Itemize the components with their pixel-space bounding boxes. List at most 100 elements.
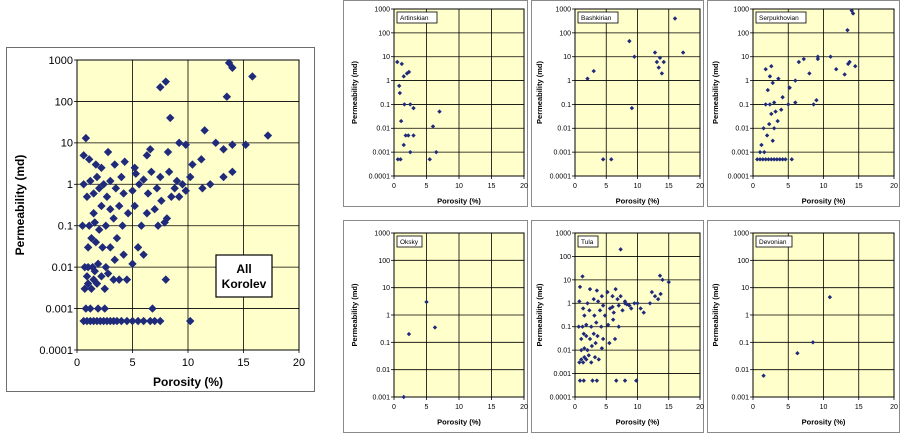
y-tick-label: 0.1 [380, 340, 390, 347]
data-point [760, 157, 766, 162]
data-point [587, 336, 593, 342]
data-point [576, 324, 581, 329]
data-point [577, 284, 583, 290]
x-tick-label: 5 [786, 404, 790, 411]
data-point [773, 109, 778, 114]
x-tick-label: 0 [573, 183, 577, 190]
data-point [397, 90, 403, 96]
data-point [101, 221, 111, 230]
data-point [776, 76, 781, 81]
annotation-box [577, 11, 619, 24]
data-point [655, 296, 661, 302]
x-axis-label: Porosity (%) [616, 418, 660, 427]
y-tick-label: 100 [378, 30, 390, 37]
data-point [133, 316, 143, 326]
data-point [680, 50, 686, 55]
x-tick-label: 15 [855, 404, 863, 411]
data-point [241, 140, 250, 149]
data-point [395, 59, 400, 65]
data-point [585, 301, 590, 306]
data-point [761, 373, 766, 378]
data-point [91, 160, 101, 169]
data-point [161, 275, 170, 284]
y-tick-label: 100 [55, 96, 73, 108]
data-point [652, 294, 658, 299]
data-point [174, 192, 184, 201]
data-point [263, 131, 273, 140]
data-point [114, 201, 124, 211]
x-tick-label: 0 [751, 183, 755, 190]
data-point [82, 272, 92, 281]
y-tick-label: 0.01 [52, 262, 73, 274]
data-point [181, 140, 190, 149]
annotation-box [755, 235, 793, 248]
data-point [661, 59, 666, 65]
data-point [86, 304, 95, 313]
y-tick-label: 0.01 [557, 348, 571, 355]
data-point [406, 69, 412, 75]
data-point [112, 233, 122, 243]
data-point [153, 221, 163, 230]
data-point [117, 172, 126, 182]
data-point [219, 172, 228, 182]
data-point [411, 133, 416, 138]
data-point [599, 324, 604, 329]
data-point [589, 343, 595, 349]
data-point [406, 331, 412, 337]
data-point [156, 172, 165, 182]
data-point [122, 316, 132, 326]
data-point [152, 184, 162, 193]
data-point [166, 113, 175, 123]
data-point [162, 214, 172, 223]
y-tick-label: 0.001 [731, 394, 749, 401]
y-tick-label: 100 [737, 30, 749, 37]
data-point [78, 221, 87, 230]
data-point [654, 59, 660, 65]
y-tick-label: 1000 [49, 55, 73, 67]
data-point [408, 149, 413, 155]
data-point [197, 155, 206, 164]
data-point [589, 360, 594, 365]
y-axis-label: Permeability (md) [711, 61, 720, 124]
data-point [85, 155, 94, 164]
data-point [103, 147, 113, 157]
x-tick-label: 0 [751, 404, 755, 411]
data-point [150, 205, 159, 214]
data-point [647, 301, 653, 306]
data-point [612, 336, 618, 342]
data-point [248, 72, 257, 81]
y-tick-label: 0.0001 [550, 173, 572, 180]
data-point [622, 299, 628, 304]
data-point [80, 284, 89, 294]
x-tick-label: 15 [488, 183, 496, 190]
data-point [188, 160, 197, 169]
data-point [174, 138, 184, 148]
x-tick-label: 20 [696, 183, 704, 190]
data-point [90, 218, 99, 227]
y-tick-label: 100 [559, 254, 571, 261]
data-point [133, 243, 143, 252]
y-tick-label: 0.1 [561, 102, 571, 109]
y-tick-label: 1000 [733, 6, 749, 13]
x-tick-label: 20 [890, 404, 898, 411]
data-point [600, 336, 606, 342]
data-point [616, 303, 621, 308]
data-point [98, 243, 107, 252]
data-point [228, 167, 237, 177]
annotation-text: Korolev [222, 277, 267, 291]
y-tick-label: 0.001 [45, 303, 73, 315]
data-point [774, 157, 780, 162]
data-point [594, 378, 600, 383]
data-point [581, 378, 586, 383]
data-point [757, 149, 763, 155]
data-point [585, 76, 590, 81]
data-point [156, 83, 165, 92]
y-axis-label: Permeability (md) [350, 283, 359, 346]
annotation-text: Oksky [400, 239, 419, 246]
data-point [590, 378, 595, 383]
data-point [89, 189, 98, 198]
data-point [79, 180, 88, 189]
x-tick-label: 10 [820, 183, 828, 190]
data-point [600, 303, 606, 308]
y-tick-label: 0.0001 [728, 173, 750, 180]
